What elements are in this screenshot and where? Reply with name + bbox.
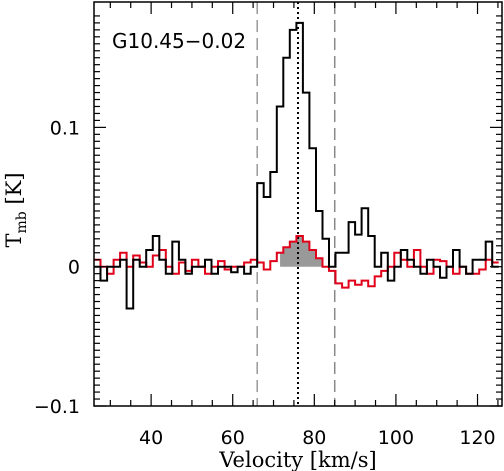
y-axis-symbol: T xyxy=(2,233,26,247)
y-axis-unit: [K] xyxy=(2,172,26,211)
y-tick-label: 0 xyxy=(68,257,80,279)
velocity-marker-lines xyxy=(256,2,336,406)
y-axis-title: Tmb [K] xyxy=(2,172,30,247)
x-tick-label: 100 xyxy=(378,427,414,449)
x-tick-label: 40 xyxy=(139,427,163,449)
y-tick-label: −0.1 xyxy=(34,396,80,418)
spectrum-series xyxy=(94,21,499,310)
y-axis-subscript: mb xyxy=(14,211,30,233)
y-tick-label: 0.1 xyxy=(50,117,80,139)
tick-labels: 40 60 80 100 120 −0.1 0 0.1 xyxy=(34,117,496,449)
spectrum-line-black xyxy=(94,21,499,310)
source-name-annotation: G10.45−0.02 xyxy=(112,29,246,53)
x-axis-title: Velocity [km/s] xyxy=(218,448,376,471)
x-tick-label: 80 xyxy=(302,427,326,449)
x-tick-label: 60 xyxy=(221,427,245,449)
axis-ticks xyxy=(94,2,502,407)
x-tick-label: 120 xyxy=(459,427,495,449)
